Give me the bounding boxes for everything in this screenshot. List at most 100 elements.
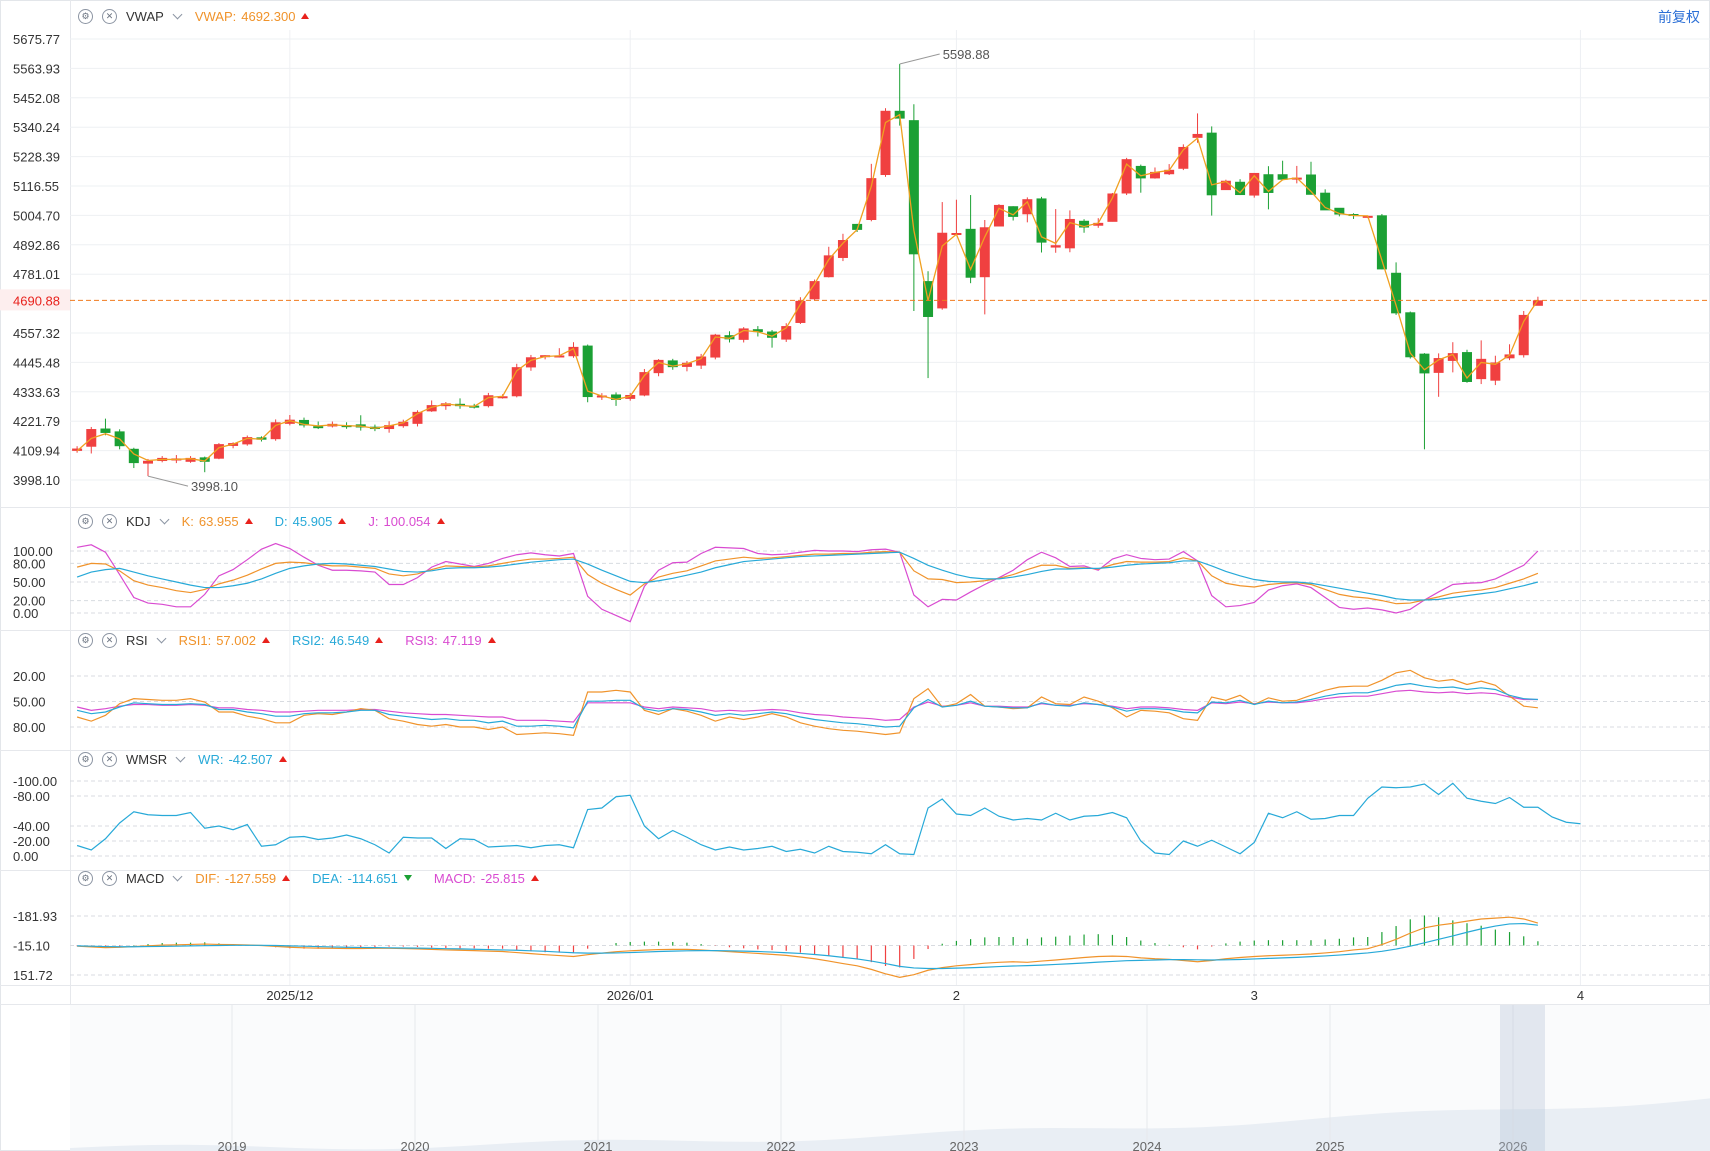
indicator-value: -127.559: [224, 870, 277, 886]
indicator-name: KDJ: [126, 513, 151, 529]
candle: [696, 353, 707, 369]
candle-body: [1305, 174, 1316, 195]
overview-window: [1500, 1005, 1545, 1151]
up-arrow-icon: [530, 875, 539, 881]
candle: [483, 392, 494, 408]
candle: [951, 199, 962, 235]
current-price-label: 4690.88: [13, 293, 60, 308]
candle-body: [681, 362, 692, 367]
candle-body: [1079, 220, 1090, 228]
candle-body: [1419, 353, 1430, 374]
candle-body: [143, 460, 154, 464]
candle: [1490, 355, 1501, 386]
candle-body: [270, 422, 281, 440]
overview-year-label: 2023: [950, 1139, 979, 1151]
indicator-value-label: RSI3:: [405, 632, 438, 648]
candle-body: [284, 419, 295, 424]
kdj-tick-label: 100.00: [13, 544, 53, 559]
candle-body: [1192, 133, 1203, 138]
up-arrow-icon: [436, 518, 445, 524]
indicator-value-label: DEA:: [312, 870, 343, 886]
time-axis-label: 3: [1251, 988, 1258, 1003]
candle-body: [582, 345, 593, 398]
candle-body: [611, 394, 622, 400]
overview-year-label: 2019: [218, 1139, 247, 1151]
macd-legend: ⚙ ✕ MACD DIF: -127.559 DEA: -114.651 MACD: -25.8…: [78, 868, 561, 888]
close-icon[interactable]: ✕: [102, 870, 117, 886]
settings-gear-icon[interactable]: ⚙: [78, 513, 93, 529]
kdj-tick-label: 50.00: [13, 575, 46, 590]
candle-body: [1320, 192, 1331, 211]
max-price-leader: [899, 53, 940, 65]
candle: [1263, 166, 1274, 210]
candle-body: [213, 444, 224, 459]
candle: [1447, 342, 1458, 373]
time-axis-label: 2025/12: [266, 988, 313, 1003]
price-tick-label: 4109.94: [13, 444, 60, 459]
candle-body: [1391, 272, 1402, 314]
overview-year-label: 2021: [584, 1139, 613, 1151]
indicator-value: 46.549: [329, 632, 370, 648]
candle-body: [313, 426, 324, 429]
candle: [795, 297, 806, 324]
close-icon[interactable]: ✕: [102, 8, 117, 24]
kdj-tick-label: 0.00: [13, 606, 38, 621]
up-arrow-icon: [278, 756, 287, 762]
price-tick-label: 4781.01: [13, 267, 60, 282]
settings-gear-icon[interactable]: ⚙: [78, 632, 93, 648]
price-tick-label: 3998.10: [13, 473, 60, 488]
candle-body: [724, 335, 735, 340]
candle-body: [667, 360, 678, 368]
settings-gear-icon[interactable]: ⚙: [78, 8, 93, 24]
price-tick-label: 4333.63: [13, 385, 60, 400]
candle-body: [1178, 146, 1189, 169]
wr-tick-label: -80.00: [13, 789, 50, 804]
candle: [1008, 206, 1019, 221]
up-arrow-icon: [338, 518, 347, 524]
indicator-name: RSI: [126, 632, 148, 648]
price-tick-label: 4557.32: [13, 326, 60, 341]
candle: [1320, 189, 1331, 211]
price-adjust-button[interactable]: 前复权: [1658, 9, 1700, 25]
overview-year-label: 2025: [1316, 1139, 1345, 1151]
candle: [1064, 210, 1075, 253]
indicator-value-label: RSI1:: [178, 632, 212, 648]
close-icon[interactable]: ✕: [102, 513, 117, 529]
candle-body: [1405, 312, 1416, 358]
candle-body: [767, 331, 778, 338]
candle-body: [128, 448, 139, 464]
time-axis-label: 2: [953, 988, 960, 1003]
chevron-down-icon[interactable]: [172, 871, 183, 881]
candle-body: [1277, 174, 1288, 180]
candle-body: [1334, 207, 1345, 215]
kdj-j-line: [76, 542, 1539, 623]
candle-body: [299, 419, 310, 426]
indicator-value: 45.905: [292, 513, 333, 529]
candle-body: [1164, 169, 1175, 175]
rsi3-line: [76, 689, 1538, 723]
close-icon[interactable]: ✕: [102, 751, 117, 767]
settings-gear-icon[interactable]: ⚙: [78, 751, 93, 767]
candle: [1036, 196, 1047, 253]
candle-body: [880, 110, 891, 176]
settings-gear-icon[interactable]: ⚙: [78, 870, 93, 886]
indicator-value-label: MACD:: [433, 870, 476, 886]
time-axis-label: 4: [1577, 988, 1584, 1003]
indicator-value: 4692.300: [241, 8, 296, 24]
candle-body: [1490, 362, 1501, 381]
candle: [639, 368, 650, 397]
candle: [100, 418, 111, 436]
up-arrow-icon: [244, 518, 253, 524]
indicator-value: 57.002: [216, 632, 256, 648]
candle: [1504, 344, 1515, 361]
candle: [880, 108, 891, 177]
chevron-down-icon[interactable]: [156, 633, 167, 643]
candle-body: [837, 240, 848, 258]
chevron-down-icon[interactable]: [159, 514, 170, 524]
candle: [455, 398, 466, 409]
close-icon[interactable]: ✕: [102, 632, 117, 648]
chevron-down-icon[interactable]: [175, 752, 186, 762]
candle-body: [1135, 165, 1146, 179]
chevron-down-icon[interactable]: [172, 9, 183, 19]
